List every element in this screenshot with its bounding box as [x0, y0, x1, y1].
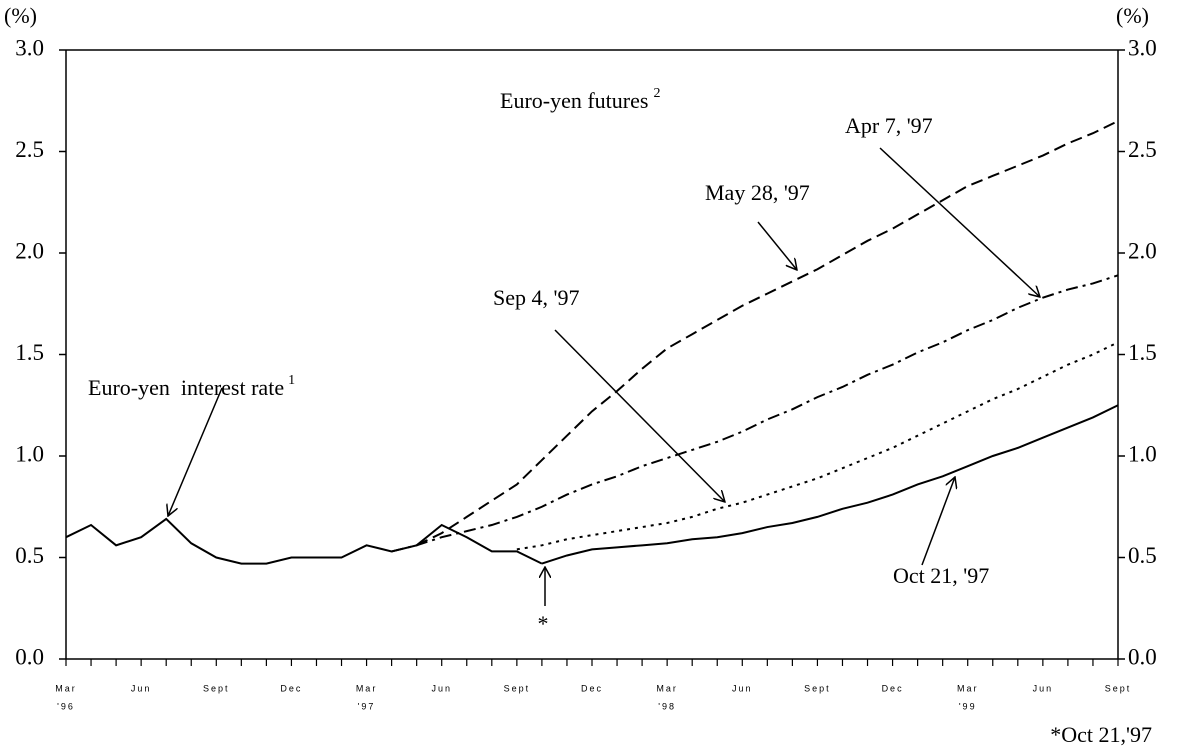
y2-tick-label: 0.0	[1128, 644, 1157, 669]
x-tick-label: Jun	[431, 683, 452, 693]
x-tick-label: Mar	[55, 683, 77, 693]
series-note: 1	[288, 373, 295, 388]
futures-label: Euro-yen futures	[500, 88, 648, 113]
series-line	[516, 341, 1119, 551]
series-line	[541, 404, 1119, 565]
x-tick-label: Sept	[1105, 683, 1132, 693]
x-tick-label: Sept	[804, 683, 831, 693]
y2-tick-label: 2.5	[1128, 137, 1157, 162]
series-label: Sep 4, '97	[493, 285, 579, 310]
x-year-label: '97	[358, 701, 376, 711]
x-tick-label: Mar	[656, 683, 678, 693]
x-year-label: '96	[57, 701, 75, 711]
callout-arrow	[879, 147, 1040, 297]
callout-arrow	[554, 329, 725, 502]
callout-arrow	[921, 477, 955, 566]
series-label: Oct 21, '97	[893, 563, 989, 588]
y2-tick-label: 3.0	[1128, 35, 1157, 60]
y-tick-label: 1.0	[15, 441, 44, 466]
y-tick-label: 3.0	[15, 35, 44, 60]
x-tick-label: Sept	[504, 683, 531, 693]
x-tick-label: Dec	[280, 683, 302, 693]
series-line	[65, 517, 543, 565]
series-label: Apr 7, '97	[845, 113, 933, 138]
footnote: *Oct 21,'97	[1050, 722, 1152, 747]
y-unit-right: (%)	[1116, 3, 1149, 28]
x-year-label: '99	[959, 701, 977, 711]
y2-tick-label: 1.5	[1128, 340, 1157, 365]
x-tick-label: Dec	[581, 683, 603, 693]
callout-arrow	[168, 387, 223, 516]
x-year-label: '98	[658, 701, 676, 711]
series-label: Euro-yen interest rate	[88, 375, 284, 400]
y2-tick-label: 2.0	[1128, 238, 1157, 263]
x-tick-label: Mar	[356, 683, 378, 693]
series-label: May 28, '97	[705, 180, 810, 205]
marker-text: *	[538, 611, 549, 636]
y-tick-label: 2.5	[15, 137, 44, 162]
futures-note: 2	[653, 86, 660, 101]
y-unit-left: (%)	[4, 3, 37, 28]
x-tick-label: Jun	[732, 683, 753, 693]
y-tick-label: 2.0	[15, 238, 44, 263]
x-tick-label: Jun	[131, 683, 152, 693]
x-tick-label: Sept	[203, 683, 230, 693]
y-tick-label: 0.0	[15, 644, 44, 669]
y-tick-label: 0.5	[15, 543, 44, 568]
y2-tick-label: 1.0	[1128, 441, 1157, 466]
y-tick-label: 1.5	[15, 340, 44, 365]
x-tick-label: Mar	[957, 683, 979, 693]
x-tick-label: Dec	[882, 683, 904, 693]
series-line	[391, 274, 1119, 553]
y2-tick-label: 0.5	[1128, 543, 1157, 568]
series-line	[416, 120, 1119, 547]
x-tick-label: Jun	[1033, 683, 1054, 693]
callout-arrow	[757, 221, 797, 270]
